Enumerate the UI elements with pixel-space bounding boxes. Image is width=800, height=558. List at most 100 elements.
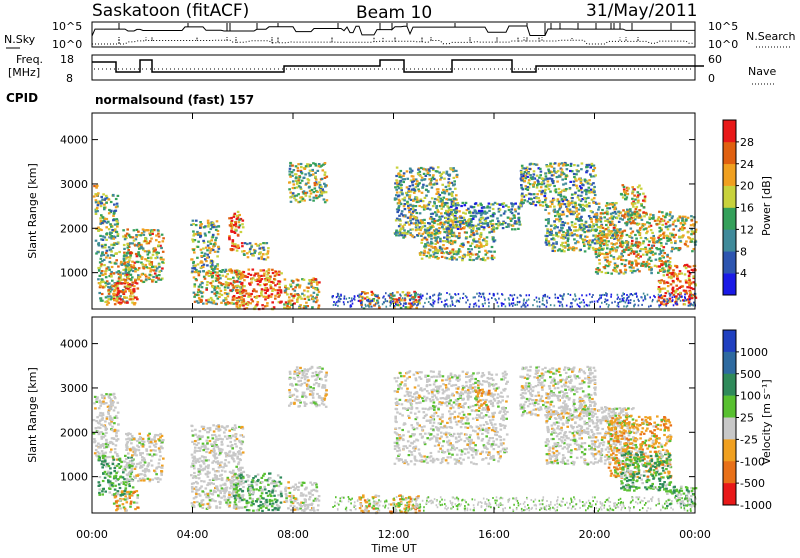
range-gate-cell bbox=[644, 237, 647, 239]
range-gate-cell bbox=[258, 277, 261, 279]
range-gate-cell bbox=[425, 195, 428, 197]
range-gate-cell bbox=[449, 199, 452, 201]
range-gate-cell bbox=[129, 257, 132, 259]
range-gate-cell bbox=[690, 224, 693, 226]
range-gate-cell bbox=[430, 235, 433, 237]
range-gate-cell bbox=[354, 296, 356, 298]
range-gate-cell bbox=[432, 183, 435, 185]
range-gate-cell bbox=[266, 274, 269, 276]
range-gate-cell bbox=[424, 197, 427, 199]
range-gate-cell bbox=[325, 191, 328, 193]
range-gate-cell bbox=[298, 286, 301, 288]
range-gate-cell bbox=[267, 289, 270, 291]
range-gate-cell bbox=[209, 252, 212, 254]
range-gate-cell bbox=[572, 246, 575, 248]
range-gate-cell bbox=[116, 297, 119, 299]
range-gate-cell bbox=[443, 223, 446, 225]
range-gate-cell bbox=[101, 293, 104, 295]
range-gate-cell bbox=[638, 270, 641, 272]
range-gate-cell bbox=[588, 187, 591, 189]
range-gate-cell bbox=[566, 229, 569, 231]
range-gate-cell bbox=[203, 255, 206, 257]
range-gate-cell bbox=[579, 237, 582, 239]
range-gate-cell bbox=[511, 208, 514, 210]
range-gate-cell bbox=[678, 229, 681, 231]
range-gate-cell bbox=[216, 291, 219, 293]
range-gate-cell bbox=[578, 199, 581, 201]
range-gate-cell bbox=[666, 281, 669, 283]
range-gate-cell bbox=[551, 166, 554, 168]
range-gate-cell bbox=[662, 233, 665, 235]
range-gate-cell bbox=[681, 226, 684, 228]
range-gate-cell bbox=[152, 276, 155, 278]
range-gate-cell bbox=[688, 275, 691, 277]
range-gate-cell bbox=[580, 182, 583, 184]
range-gate-cell bbox=[323, 183, 326, 185]
range-gate-cell bbox=[430, 238, 433, 240]
range-gate-cell bbox=[573, 249, 576, 251]
range-gate-cell bbox=[390, 301, 392, 303]
range-gate-cell bbox=[509, 218, 512, 220]
range-gate-cell bbox=[113, 296, 116, 298]
range-gate-cell bbox=[487, 224, 490, 226]
range-gate-cell bbox=[591, 296, 593, 298]
range-gate-cell bbox=[372, 300, 374, 302]
range-gate-cell bbox=[622, 244, 625, 246]
range-gate-cell bbox=[396, 291, 399, 293]
range-gate-cell bbox=[447, 185, 450, 187]
range-gate-cell bbox=[510, 294, 512, 296]
range-gate-cell bbox=[118, 251, 121, 253]
range-gate-cell bbox=[690, 304, 692, 306]
range-gate-cell bbox=[257, 272, 260, 274]
range-gate-cell bbox=[610, 255, 613, 257]
range-gate-cell bbox=[592, 170, 595, 172]
range-gate-cell bbox=[231, 284, 234, 286]
range-gate-cell bbox=[207, 301, 210, 303]
range-gate-cell bbox=[284, 290, 287, 292]
range-gate-cell bbox=[120, 299, 123, 301]
range-gate-cell bbox=[237, 246, 240, 248]
range-gate-cell bbox=[661, 255, 664, 257]
power-data-layer bbox=[93, 162, 698, 310]
range-gate-cell bbox=[469, 245, 472, 247]
range-gate-cell bbox=[420, 293, 422, 295]
range-gate-cell bbox=[402, 297, 404, 299]
range-gate-cell bbox=[106, 304, 109, 306]
range-gate-cell bbox=[260, 275, 263, 277]
range-gate-cell bbox=[443, 228, 446, 230]
scatter-region-1 bbox=[95, 193, 120, 257]
range-gate-cell bbox=[449, 258, 452, 260]
range-gate-cell bbox=[522, 188, 525, 190]
range-gate-cell bbox=[578, 213, 581, 215]
range-gate-cell bbox=[449, 188, 452, 190]
range-gate-cell bbox=[473, 234, 476, 236]
range-gate-cell bbox=[628, 302, 630, 304]
range-gate-cell bbox=[205, 273, 208, 275]
range-gate-cell bbox=[509, 299, 511, 301]
range-gate-cell bbox=[564, 178, 567, 180]
range-gate-cell bbox=[403, 199, 406, 201]
range-gate-cell bbox=[437, 257, 440, 259]
range-gate-cell bbox=[465, 295, 467, 297]
range-gate-cell bbox=[210, 265, 213, 267]
range-gate-cell bbox=[470, 253, 473, 255]
range-gate-cell bbox=[580, 195, 583, 197]
range-gate-cell bbox=[687, 231, 690, 233]
range-gate-cell bbox=[100, 196, 103, 198]
range-gate-cell bbox=[262, 253, 265, 255]
range-gate-cell bbox=[545, 172, 548, 174]
range-gate-cell bbox=[241, 223, 244, 225]
range-gate-cell bbox=[652, 218, 655, 220]
range-gate-cell bbox=[548, 165, 551, 167]
range-gate-cell bbox=[340, 294, 342, 296]
range-gate-cell bbox=[663, 282, 666, 284]
range-gate-cell bbox=[106, 218, 109, 220]
range-gate-cell bbox=[238, 219, 241, 221]
range-gate-cell bbox=[670, 276, 673, 278]
range-gate-cell bbox=[660, 279, 663, 281]
range-gate-cell bbox=[575, 173, 578, 175]
range-gate-cell bbox=[467, 241, 470, 243]
range-gate-cell bbox=[567, 293, 569, 295]
range-gate-cell bbox=[404, 208, 407, 210]
range-gate-cell bbox=[542, 303, 544, 305]
